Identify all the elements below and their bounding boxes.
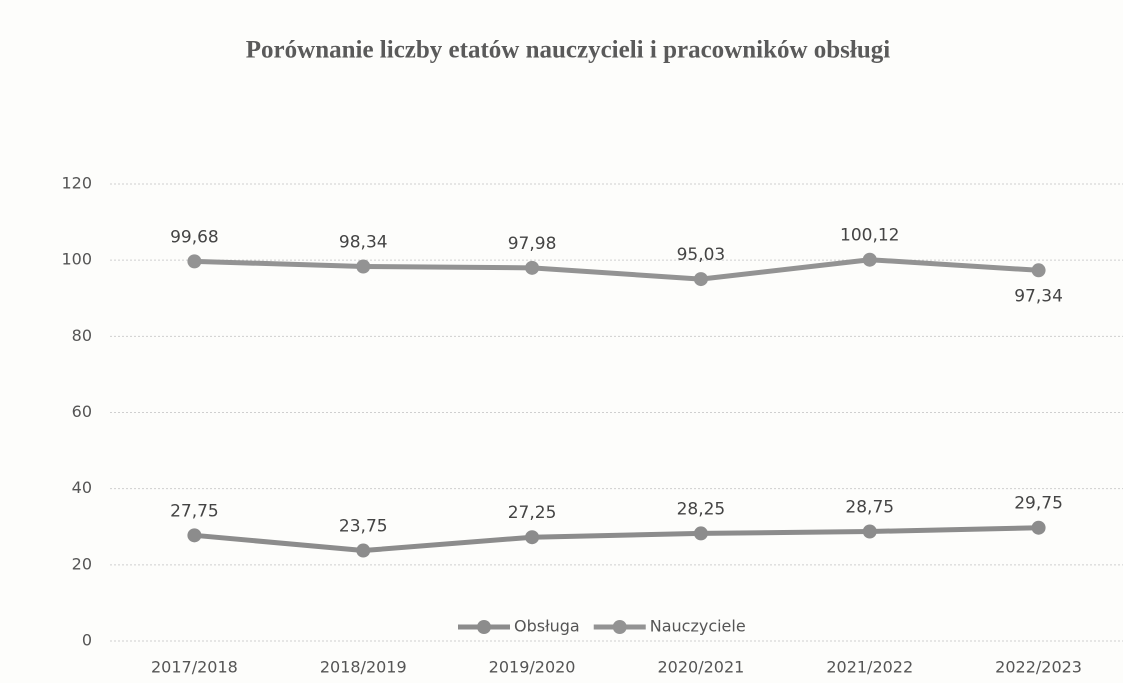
x-tick-label: 2022/2023	[995, 658, 1082, 677]
y-tick-label: 20	[72, 554, 92, 573]
legend-marker	[477, 620, 491, 634]
data-label: 27,25	[508, 503, 557, 523]
y-tick-label: 60	[72, 402, 92, 421]
point	[693, 526, 708, 541]
data-label: 100,12	[840, 226, 899, 246]
data-label: 97,34	[1014, 286, 1063, 306]
data-label: 29,75	[1014, 494, 1063, 514]
x-tick-label: 2021/2022	[826, 658, 913, 677]
data-label: 28,25	[677, 499, 726, 519]
point	[862, 252, 877, 267]
data-label: 95,03	[677, 245, 726, 265]
y-tick-label: 40	[72, 478, 92, 497]
point	[1031, 520, 1046, 535]
chart-title: Porównanie liczby etatów nauczycieli i p…	[246, 37, 890, 64]
data-label: 23,75	[339, 517, 388, 537]
point	[356, 543, 371, 558]
point	[187, 254, 202, 269]
y-tick-label: 100	[61, 250, 92, 269]
point	[525, 260, 540, 275]
x-tick-label: 2020/2021	[658, 658, 745, 677]
legend-label: Nauczyciele	[650, 617, 746, 636]
point	[187, 528, 202, 543]
series-line	[194, 257, 1039, 282]
point	[693, 272, 708, 287]
x-tick-label: 2017/2018	[151, 658, 238, 677]
x-tick-label: 2019/2020	[489, 658, 576, 677]
legend-marker	[612, 620, 627, 634]
legend-label: Obsługa	[514, 617, 580, 636]
y-tick-label: 80	[72, 326, 92, 345]
x-tick-label: 2018/2019	[320, 658, 407, 677]
data-label: 27,75	[170, 501, 219, 521]
y-tick-label: 120	[61, 174, 92, 193]
point	[356, 259, 371, 274]
y-tick-label: 0	[82, 631, 92, 650]
data-label: 28,75	[845, 498, 894, 518]
data-label: 99,68	[170, 227, 219, 247]
point	[1031, 263, 1046, 278]
data-label: 98,34	[339, 232, 388, 252]
point	[525, 530, 540, 545]
point	[862, 524, 877, 539]
data-label: 97,98	[508, 234, 557, 254]
series-line	[194, 525, 1039, 554]
